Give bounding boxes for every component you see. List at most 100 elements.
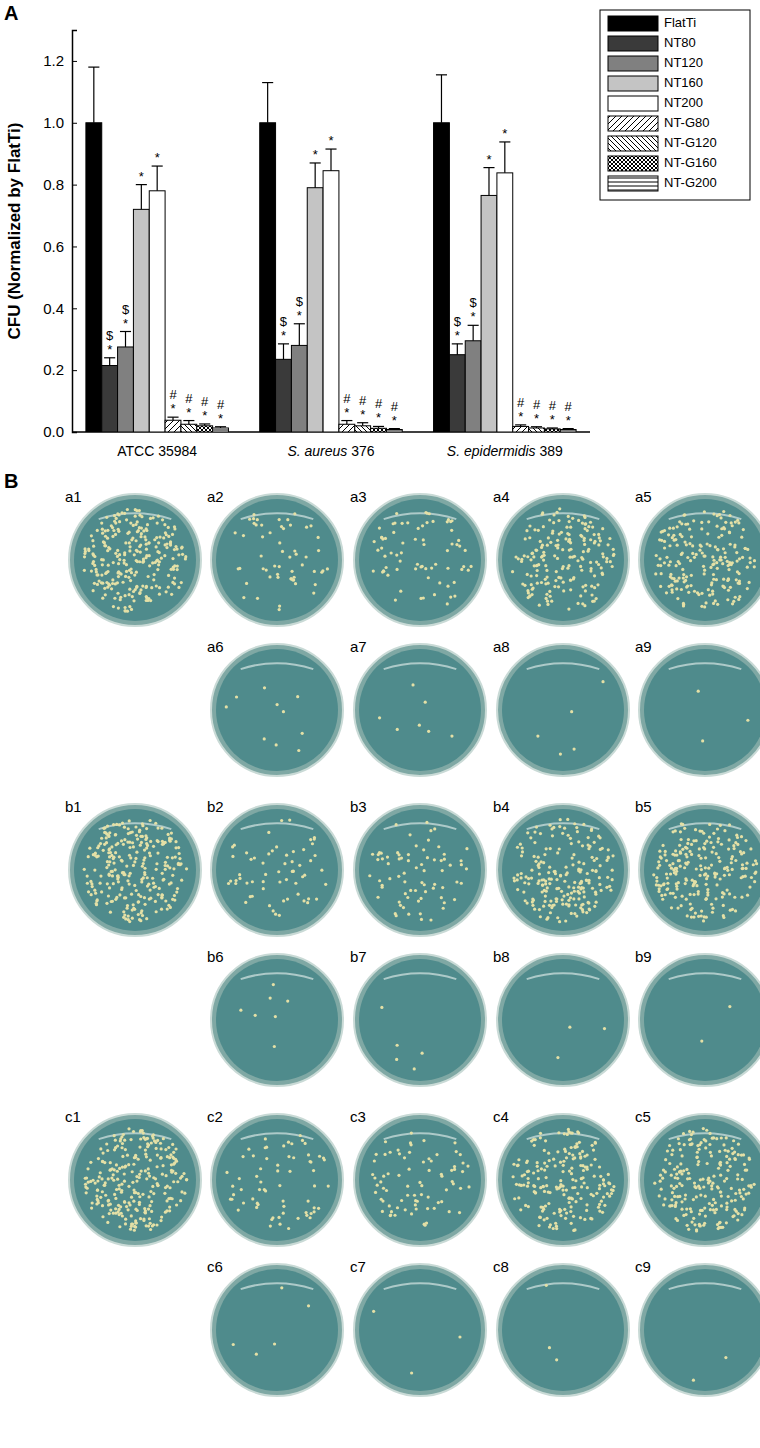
- plate-rim: [497, 644, 629, 776]
- colony: [660, 856, 663, 859]
- error-bar: [389, 428, 400, 430]
- error-bar: [325, 149, 336, 171]
- colony: [117, 528, 120, 531]
- colony: [577, 519, 580, 522]
- colony: [676, 579, 679, 582]
- plate: [497, 644, 629, 776]
- colony: [676, 906, 679, 909]
- colony: [399, 904, 402, 907]
- colony: [110, 524, 113, 527]
- colony: [720, 534, 723, 537]
- error-bar-cap: [262, 82, 273, 83]
- colony: [123, 838, 126, 841]
- colony: [572, 897, 575, 900]
- colony: [282, 899, 285, 902]
- colony: [174, 846, 177, 849]
- error-bar: [515, 425, 526, 427]
- colony: [705, 883, 708, 886]
- y-axis-line: [73, 31, 78, 433]
- colony: [680, 553, 683, 556]
- colony: [723, 874, 726, 877]
- colony: [112, 856, 115, 859]
- colony: [608, 885, 611, 888]
- colony: [161, 843, 164, 846]
- colony: [427, 576, 430, 579]
- legend-swatch: [608, 116, 658, 131]
- colony: [702, 565, 705, 568]
- colony: [541, 511, 544, 514]
- colony: [371, 853, 374, 856]
- colony: [526, 831, 529, 834]
- colony: [678, 844, 681, 847]
- colony: [719, 877, 722, 880]
- colony: [152, 882, 155, 885]
- significance-label: *: [186, 405, 191, 420]
- y-tick-mark: [72, 61, 77, 62]
- colony: [701, 551, 704, 554]
- colony: [148, 564, 151, 567]
- colony: [699, 864, 702, 867]
- colony: [693, 590, 696, 593]
- colony: [539, 915, 542, 918]
- colony: [140, 841, 143, 844]
- colony: [313, 836, 316, 839]
- significance-label: *: [486, 152, 491, 167]
- colony: [84, 550, 87, 553]
- colony: [542, 525, 545, 528]
- colony: [655, 876, 658, 879]
- colony: [171, 856, 174, 859]
- colony: [566, 818, 569, 821]
- error-bar-cap: [357, 422, 368, 423]
- colony: [567, 903, 570, 906]
- colony: [433, 858, 436, 861]
- colony: [132, 524, 135, 527]
- colony: [144, 1149, 147, 1152]
- colony: [145, 529, 148, 532]
- colony: [134, 539, 137, 542]
- colony: [446, 567, 449, 570]
- colony: [178, 852, 181, 855]
- colony: [717, 856, 720, 859]
- colony: [589, 521, 592, 524]
- colony: [254, 1014, 257, 1017]
- colony: [398, 900, 401, 903]
- colony: [691, 544, 694, 547]
- colony: [105, 902, 108, 905]
- colony: [394, 912, 397, 915]
- colony: [288, 555, 291, 558]
- colony: [533, 908, 536, 911]
- colony: [238, 567, 241, 570]
- error-bar-cap: [341, 420, 352, 421]
- colony: [704, 898, 707, 901]
- error-bar-stem: [267, 83, 268, 123]
- colony: [108, 874, 111, 877]
- colony: [581, 602, 584, 605]
- colony: [105, 1142, 108, 1145]
- colony: [679, 838, 682, 841]
- colony: [676, 597, 679, 600]
- colony: [671, 862, 674, 865]
- colony: [736, 843, 739, 846]
- colony: [753, 565, 756, 568]
- colony: [420, 918, 423, 921]
- colony: [559, 752, 562, 755]
- colony: [275, 845, 278, 848]
- colony: [727, 564, 730, 567]
- colony: [173, 527, 176, 530]
- colony: [561, 832, 564, 835]
- colony: [106, 882, 109, 885]
- colony: [460, 568, 463, 571]
- colony: [253, 522, 256, 525]
- colony: [554, 544, 557, 547]
- colony: [132, 599, 135, 602]
- colony: [581, 585, 584, 588]
- colony: [376, 896, 379, 899]
- colony: [107, 834, 110, 837]
- colony: [140, 532, 143, 535]
- colony: [529, 836, 532, 839]
- colony: [464, 549, 467, 552]
- colony: [699, 857, 702, 860]
- colony: [740, 835, 743, 838]
- colony: [680, 522, 683, 525]
- colony: [177, 553, 180, 556]
